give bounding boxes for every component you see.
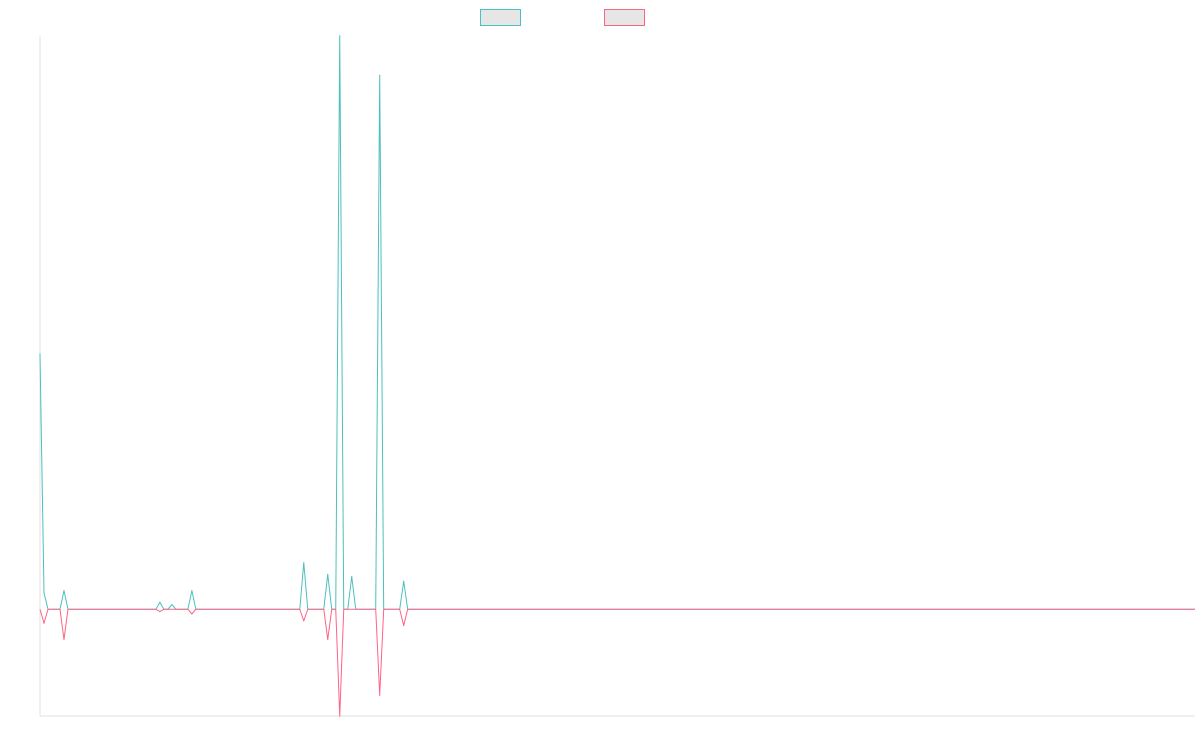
data-point-0-11 [403, 580, 405, 582]
plot-area [39, 35, 1195, 717]
data-point-0-0 [39, 353, 41, 355]
series-line-0 [39, 35, 1195, 610]
legend[interactable] [480, 9, 645, 26]
legend-swatch-1 [604, 9, 645, 26]
legend-swatch-0 [480, 9, 521, 26]
data-point-1-4 [303, 620, 305, 622]
data-point-1-3 [191, 613, 193, 615]
data-point-0-1 [43, 592, 45, 594]
data-point-0-8 [339, 35, 341, 37]
data-point-1-6 [339, 715, 341, 717]
data-point-0-6 [303, 562, 305, 564]
data-point-1-5 [327, 638, 329, 641]
data-point-0-4 [171, 604, 173, 606]
data-point-0-5 [191, 590, 193, 592]
axes [39, 36, 1195, 717]
legend-item-0[interactable] [480, 9, 521, 26]
data-point-1-2 [159, 610, 161, 613]
data-point-1-8 [403, 624, 405, 627]
data-point-1-0 [43, 622, 45, 624]
data-point-0-7 [327, 573, 329, 576]
data-point-0-2 [63, 590, 65, 592]
data-point-0-3 [159, 601, 161, 603]
data-point-0-9 [351, 576, 353, 578]
data-point-1-1 [63, 638, 65, 641]
data-point-1-7 [379, 694, 381, 696]
legend-item-1[interactable] [604, 9, 645, 26]
data-point-0-10 [379, 74, 381, 77]
series-line-1 [39, 608, 1195, 717]
